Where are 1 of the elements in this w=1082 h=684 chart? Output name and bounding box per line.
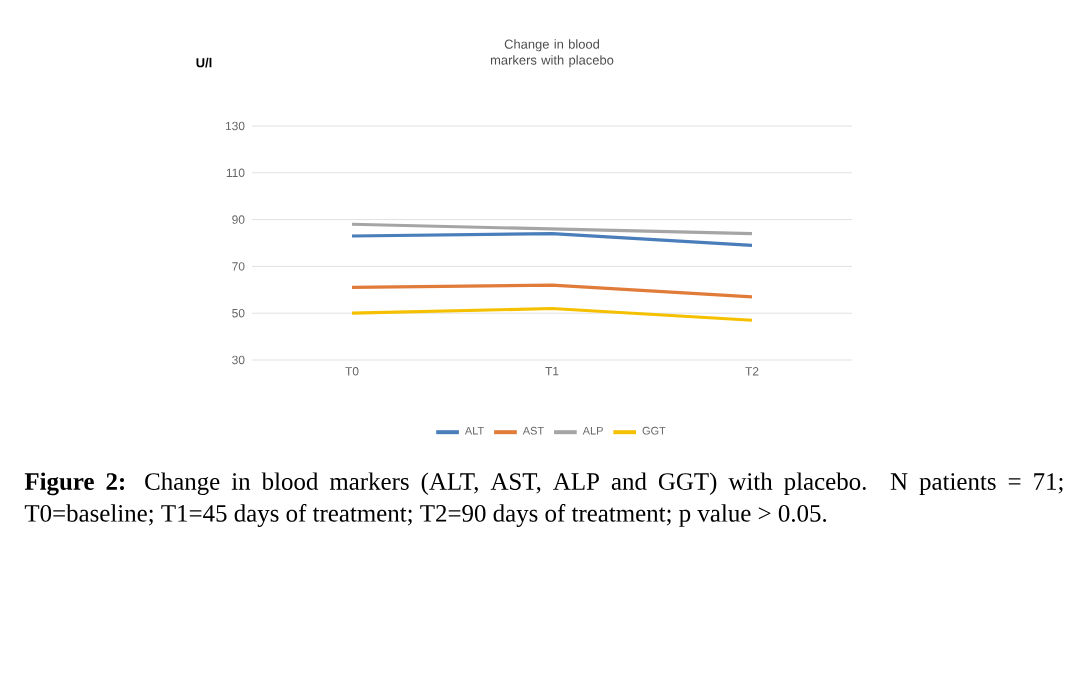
text: Figure 2: Change in blood markers (ALT, AST, ALP and GGT) with placebo. N patients = 71; T0=baseline; T1=45 days of treatment; T2=90 days of treatment; p value > 0.05. (24, 472, 1063, 527)
